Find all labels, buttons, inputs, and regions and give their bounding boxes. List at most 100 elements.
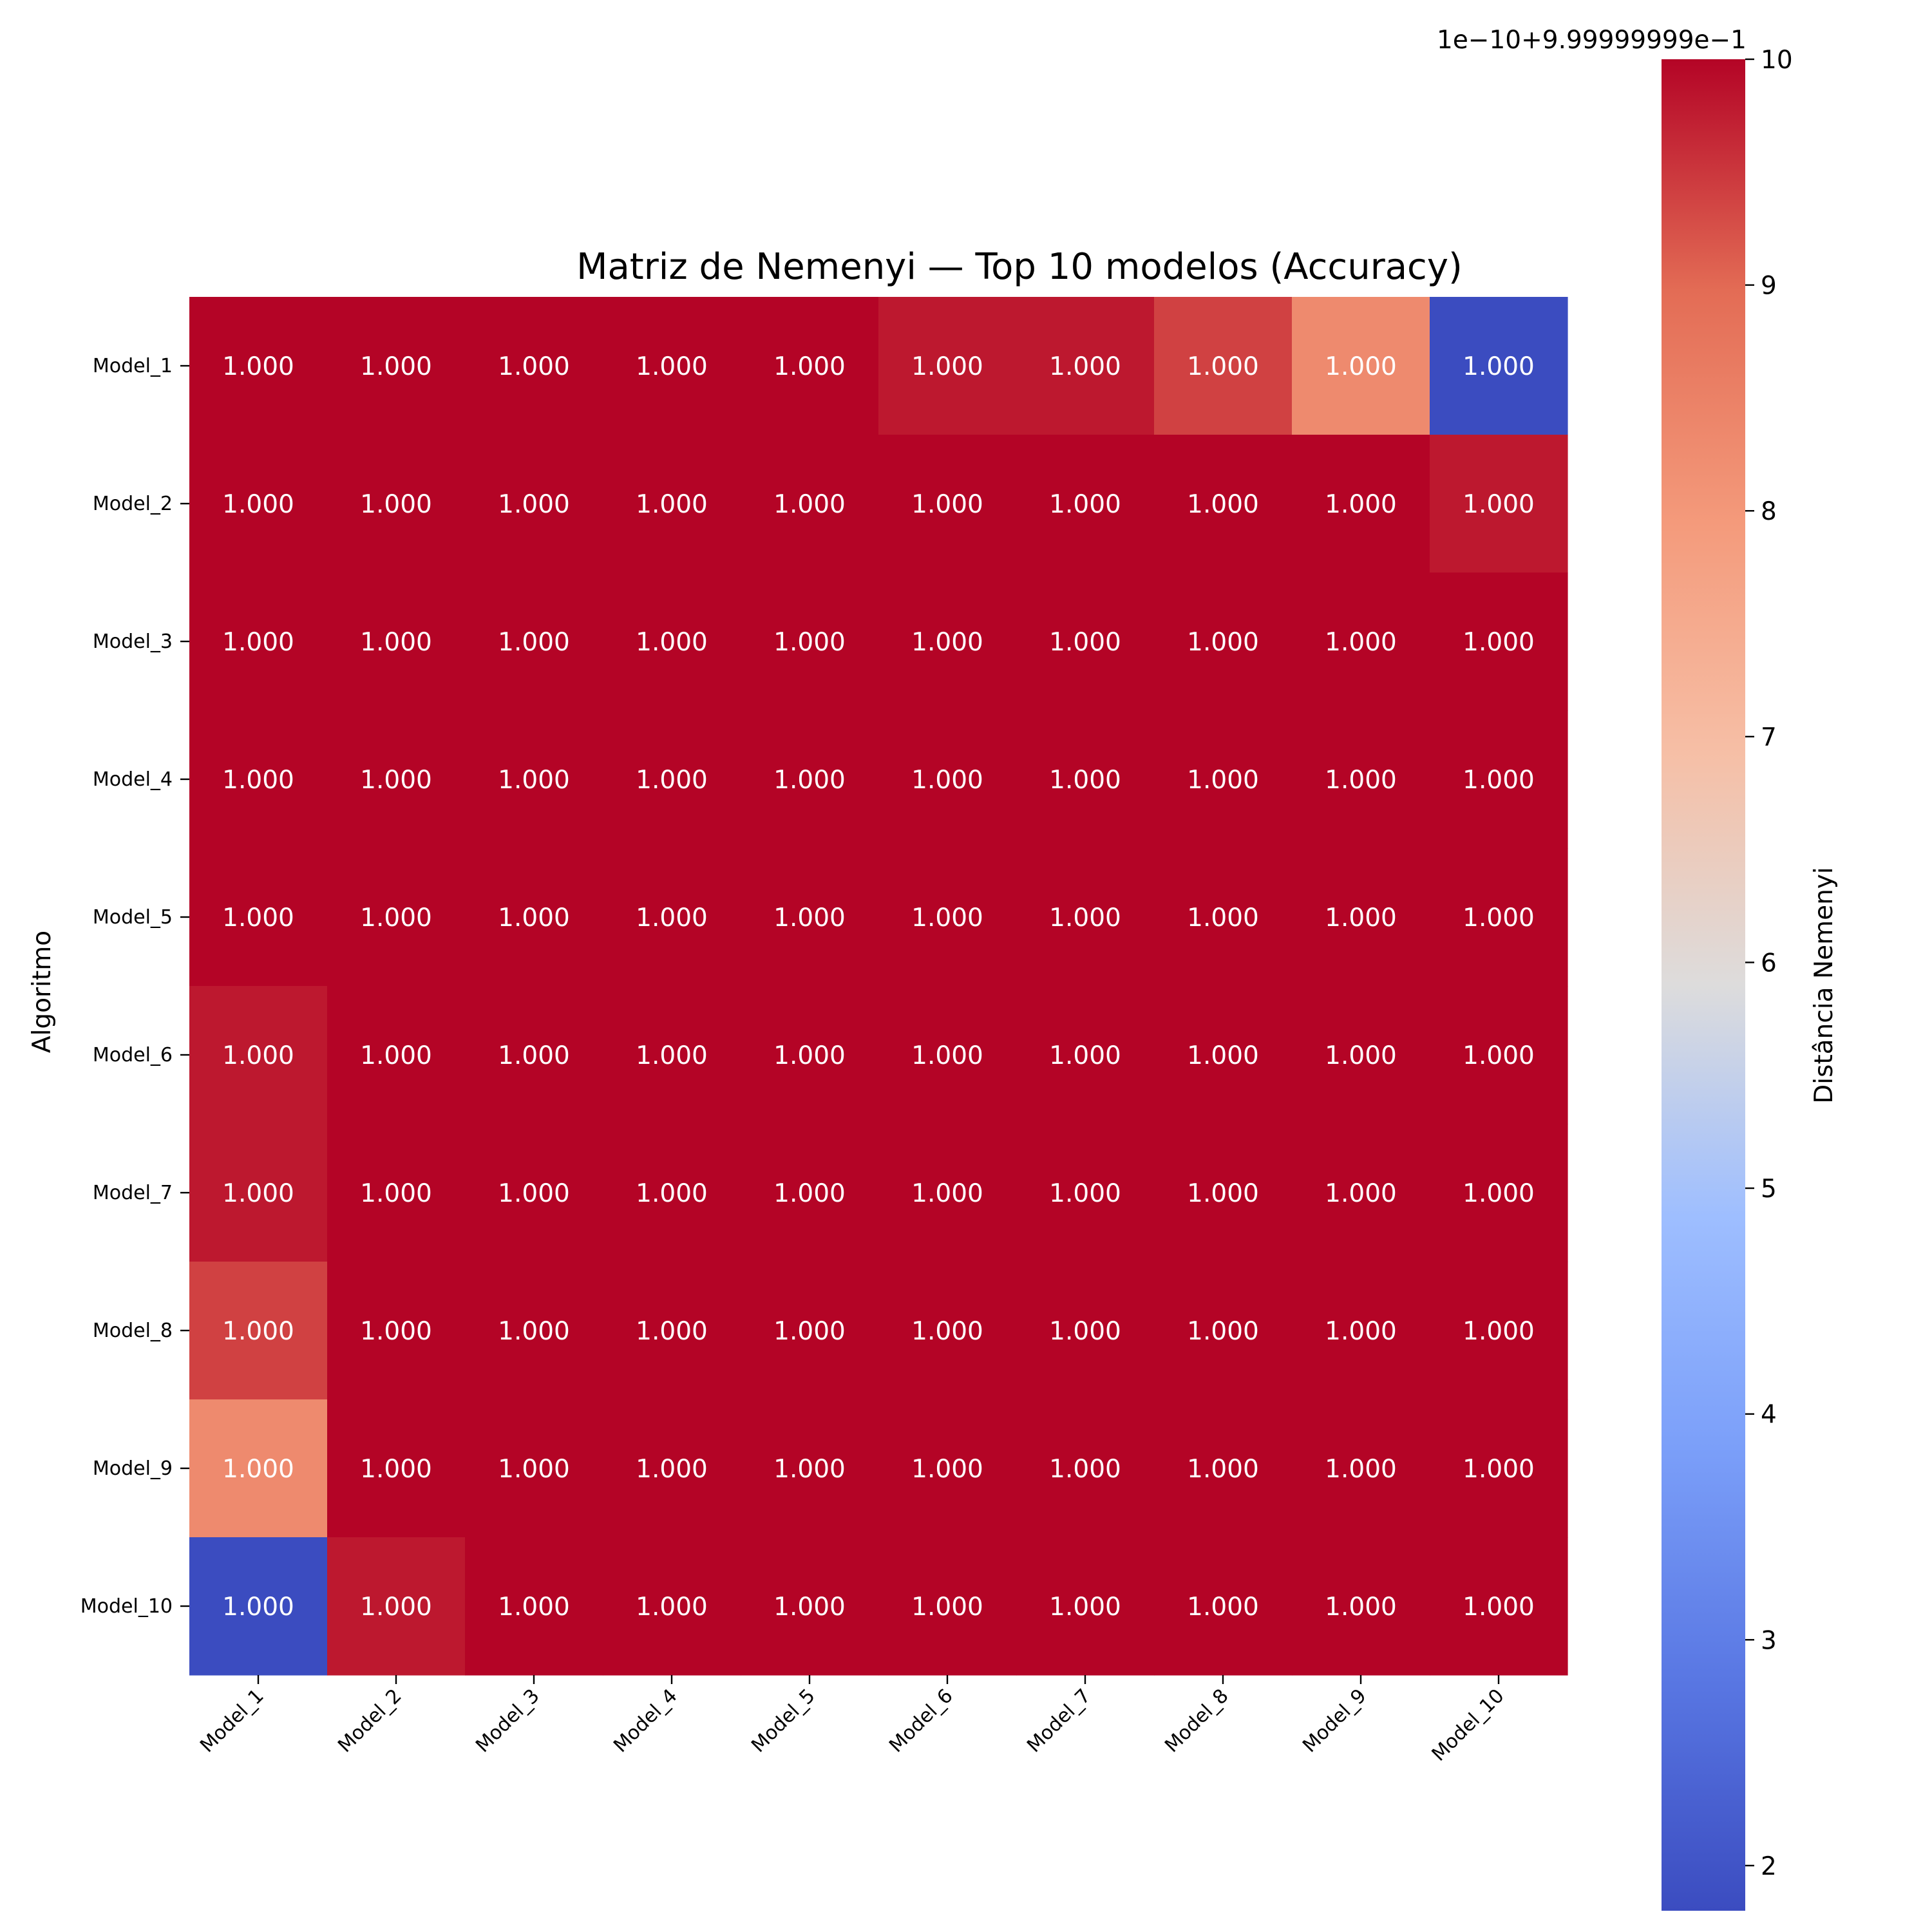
- cell-value-label: 1.000: [360, 904, 432, 933]
- cell-value-label: 1.000: [773, 490, 846, 519]
- heatmap-cell: [1292, 297, 1430, 435]
- x-axis-ticks: Model_1 Model_2 Model_3 Model_4 Model_5 Model…: [196, 1675, 1509, 1766]
- heatmap-cell: [1016, 1262, 1155, 1400]
- heatmap-cell: [1292, 1124, 1430, 1262]
- heatmap-cell: [603, 1537, 741, 1676]
- heatmap-cell: [1154, 986, 1293, 1124]
- heatmap-cell: [1154, 848, 1293, 987]
- cell-value-label: 1.000: [498, 1593, 570, 1622]
- x-tick-label: Model_1: [196, 1685, 269, 1757]
- x-tick-label: Model_5: [747, 1685, 820, 1757]
- heatmap-cell: [1430, 1124, 1568, 1262]
- y-tick-label: Model_6: [93, 1044, 173, 1066]
- cell-value-label: 1.000: [1049, 1593, 1121, 1622]
- heatmap-cell: [1154, 1124, 1293, 1262]
- heatmap-cell: [1154, 435, 1293, 573]
- heatmap-cell: [327, 573, 466, 711]
- cell-value-label: 1.000: [1325, 766, 1397, 795]
- cell-value-label: 1.000: [1187, 628, 1259, 657]
- colorbar-tick-label: 6: [1761, 949, 1777, 978]
- x-tick-label: Model_6: [885, 1685, 958, 1757]
- heatmap-cell: [1154, 1262, 1293, 1400]
- heatmap-cell: [189, 1262, 328, 1400]
- heatmap-cell: [465, 986, 603, 1124]
- cell-value-label: 1.000: [1463, 352, 1535, 381]
- heatmap-cell: [1154, 710, 1293, 849]
- cell-value-label: 1.000: [1049, 628, 1121, 657]
- cell-value-label: 1.000: [1325, 1317, 1397, 1346]
- heatmap-cell: [465, 1399, 603, 1538]
- heatmap-cell: [603, 1124, 741, 1262]
- heatmap-cell-labels: 1.000 1.000 1.000 1.000 1.000 1.000 1.000 1.000…: [222, 352, 1535, 1622]
- colorbar-label: Distância Nemenyi: [1810, 867, 1839, 1103]
- cell-value-label: 1.000: [1463, 1179, 1535, 1208]
- heatmap-cell: [1016, 435, 1155, 573]
- cell-value-label: 1.000: [1187, 352, 1259, 381]
- heatmap-cell: [327, 1399, 466, 1538]
- cell-value-label: 1.000: [1463, 904, 1535, 933]
- cell-value-label: 1.000: [360, 1041, 432, 1070]
- cell-value-label: 1.000: [360, 1179, 432, 1208]
- cell-value-label: 1.000: [360, 490, 432, 519]
- heatmap-cell: [603, 1399, 741, 1538]
- heatmap-cell: [327, 848, 466, 987]
- colorbar-tick-label: 2: [1761, 1852, 1777, 1881]
- cell-value-label: 1.000: [1049, 1041, 1121, 1070]
- cell-value-label: 1.000: [222, 1317, 294, 1346]
- cell-value-label: 1.000: [911, 628, 983, 657]
- cell-value-label: 1.000: [1463, 490, 1535, 519]
- cell-value-label: 1.000: [222, 1455, 294, 1484]
- cell-value-label: 1.000: [222, 628, 294, 657]
- heatmap-cell: [1016, 710, 1155, 849]
- heatmap-cell: [189, 986, 328, 1124]
- colorbar-tick-label: 8: [1761, 497, 1777, 526]
- heatmap-cell: [1292, 986, 1430, 1124]
- cell-value-label: 1.000: [498, 628, 570, 657]
- heatmap-cell: [603, 986, 741, 1124]
- cell-value-label: 1.000: [1049, 766, 1121, 795]
- y-tick-label: Model_8: [93, 1320, 173, 1342]
- cell-value-label: 1.000: [360, 352, 432, 381]
- heatmap-cell: [327, 435, 466, 573]
- heatmap-cell: [189, 1124, 328, 1262]
- cell-value-label: 1.000: [1049, 1179, 1121, 1208]
- cell-value-label: 1.000: [1325, 490, 1397, 519]
- heatmap-cell: [327, 1262, 466, 1400]
- cell-value-label: 1.000: [911, 1041, 983, 1070]
- cell-value-label: 1.000: [222, 1179, 294, 1208]
- heatmap-cell: [741, 1537, 879, 1676]
- colorbar-tick-label: 9: [1761, 272, 1777, 301]
- cell-value-label: 1.000: [360, 766, 432, 795]
- cell-value-label: 1.000: [1325, 1593, 1397, 1622]
- cell-value-label: 1.000: [773, 628, 846, 657]
- cell-value-label: 1.000: [636, 1041, 708, 1070]
- heatmap-cell: [1430, 1262, 1568, 1400]
- heatmap-cell: [465, 710, 603, 849]
- heatmap-cell: [1154, 297, 1293, 435]
- cell-value-label: 1.000: [773, 1455, 846, 1484]
- cell-value-label: 1.000: [1049, 904, 1121, 933]
- cell-value-label: 1.000: [498, 1041, 570, 1070]
- cell-value-label: 1.000: [1325, 1041, 1397, 1070]
- x-tick-label: Model_8: [1160, 1685, 1233, 1757]
- cell-value-label: 1.000: [498, 1455, 570, 1484]
- cell-value-label: 1.000: [636, 490, 708, 519]
- cell-value-label: 1.000: [636, 1593, 708, 1622]
- heatmap-cell: [603, 1262, 741, 1400]
- cell-value-label: 1.000: [911, 352, 983, 381]
- cell-value-label: 1.000: [773, 1593, 846, 1622]
- cell-value-label: 1.000: [1463, 1317, 1535, 1346]
- cell-value-label: 1.000: [636, 628, 708, 657]
- heatmap-cell: [741, 1124, 879, 1262]
- cell-value-label: 1.000: [773, 1179, 846, 1208]
- heatmap-cell: [1292, 435, 1430, 573]
- cell-value-label: 1.000: [222, 1593, 294, 1622]
- cell-value-label: 1.000: [636, 1179, 708, 1208]
- heatmap-cell: [878, 848, 1017, 987]
- cell-value-label: 1.000: [636, 1317, 708, 1346]
- cell-value-label: 1.000: [1187, 1455, 1259, 1484]
- heatmap-cell: [465, 297, 603, 435]
- cell-value-label: 1.000: [222, 1041, 294, 1070]
- heatmap-cell: [465, 435, 603, 573]
